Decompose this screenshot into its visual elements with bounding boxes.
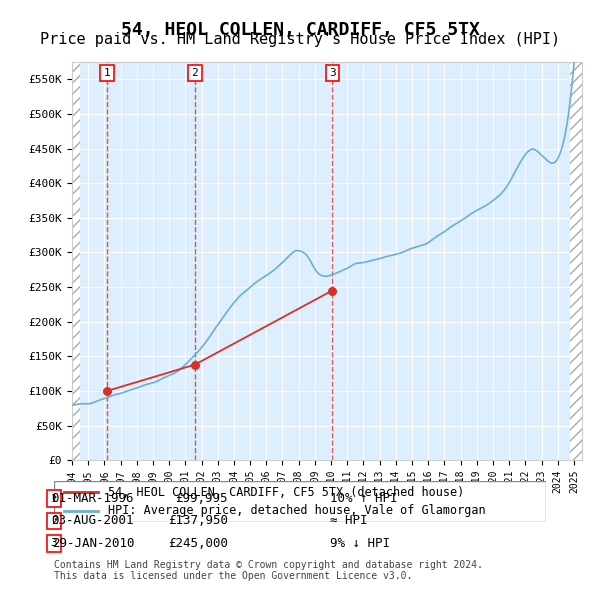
Point (328, 286, 337, 295)
Text: 10% ↑ HPI: 10% ↑ HPI (330, 492, 398, 505)
Text: £99,995: £99,995 (176, 492, 228, 505)
FancyBboxPatch shape (54, 481, 546, 522)
Text: 29-JAN-2010: 29-JAN-2010 (52, 537, 134, 550)
Text: ≈ HPI: ≈ HPI (330, 514, 367, 527)
Text: HPI: Average price, detached house, Vale of Glamorgan: HPI: Average price, detached house, Vale… (108, 504, 486, 517)
Bar (72, 62, 80, 460)
Text: 2: 2 (191, 68, 198, 78)
Text: Price paid vs. HM Land Registry's House Price Index (HPI): Price paid vs. HM Land Registry's House … (40, 32, 560, 47)
Text: 9% ↓ HPI: 9% ↓ HPI (330, 537, 390, 550)
Text: Contains HM Land Registry data © Crown copyright and database right 2024.
This d: Contains HM Land Registry data © Crown c… (54, 559, 483, 581)
Point (103, 386, 112, 396)
Text: 3: 3 (329, 68, 336, 78)
Text: 2: 2 (50, 516, 58, 526)
Text: 54, HEOL COLLEN, CARDIFF, CF5 5TX: 54, HEOL COLLEN, CARDIFF, CF5 5TX (121, 21, 479, 39)
Point (190, 360, 200, 369)
Text: £137,950: £137,950 (168, 514, 228, 527)
Text: 1: 1 (50, 494, 58, 503)
Text: £245,000: £245,000 (168, 537, 228, 550)
Text: 54, HEOL COLLEN, CARDIFF, CF5 5TX (detached house): 54, HEOL COLLEN, CARDIFF, CF5 5TX (detac… (108, 486, 464, 499)
Bar (570, 62, 582, 460)
Text: 3: 3 (50, 539, 58, 548)
Text: 03-AUG-2001: 03-AUG-2001 (52, 514, 134, 527)
Text: 1: 1 (104, 68, 110, 78)
Text: 01-MAR-1996: 01-MAR-1996 (52, 492, 134, 505)
